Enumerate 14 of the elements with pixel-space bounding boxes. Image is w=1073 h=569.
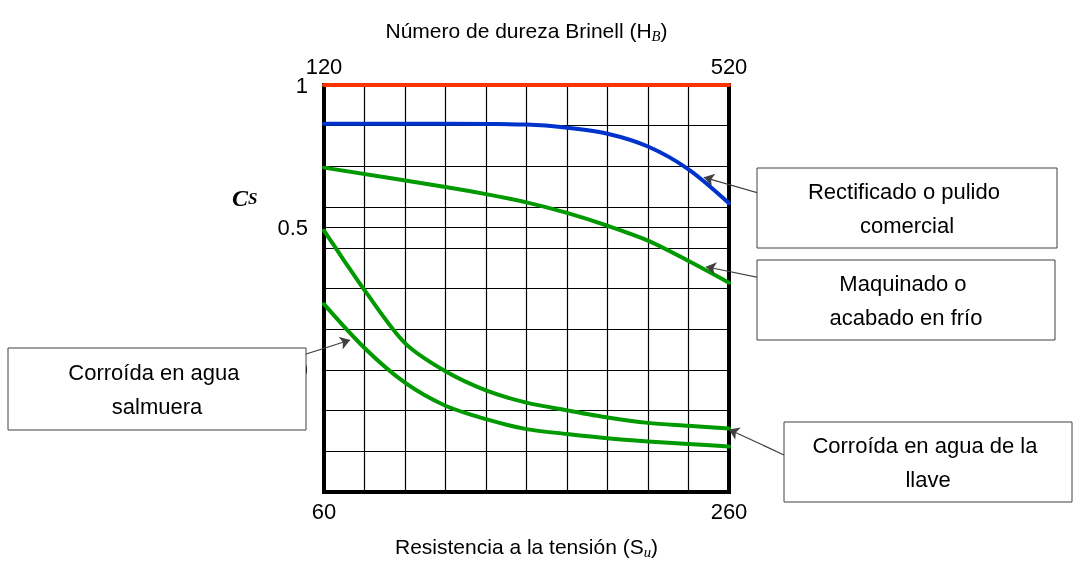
annotation: Corroída en agua de la llave [812, 432, 1044, 492]
annotation: Rectificado o pulido comercial [807, 178, 1007, 238]
x2-tick-label: 520 [710, 53, 748, 79]
x2-tick-label: 120 [305, 53, 343, 79]
y-axis-title: CS [232, 185, 258, 211]
line-series [322, 302, 731, 449]
y-tick-label: 1 [295, 72, 308, 98]
line-series [322, 165, 731, 285]
y-tick-label: 0.5 [277, 214, 308, 240]
x-tick-label: 260 [710, 498, 748, 524]
annotation: Corroída en agua salmuera [68, 359, 246, 419]
x-tick-label: 60 [311, 498, 337, 524]
annotation: Maquinado o acabado en frío [829, 270, 983, 330]
line-series [322, 121, 731, 206]
